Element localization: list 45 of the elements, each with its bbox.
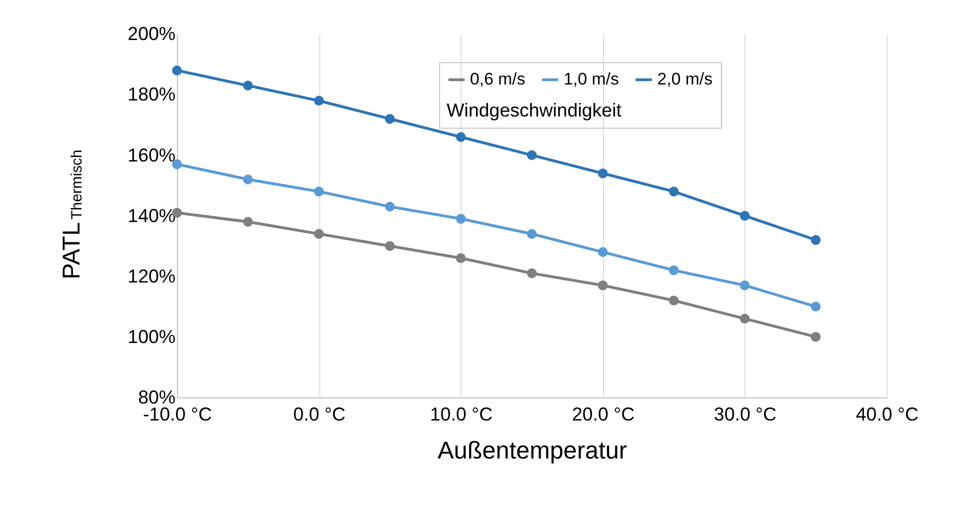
x-axis-title: Außentemperatur xyxy=(438,438,627,465)
point xyxy=(810,235,821,245)
point xyxy=(598,280,608,290)
legend-label: 1,0 m/s xyxy=(564,69,619,88)
x-tick-label: 40.0 °C xyxy=(856,403,918,424)
point xyxy=(243,80,253,90)
y-tick-label: 200% xyxy=(128,23,176,44)
legend-label: 0,6 m/s xyxy=(470,69,526,88)
y-tick-label: 100% xyxy=(128,326,176,347)
x-tick-label: 30.0 °C xyxy=(714,403,777,424)
point xyxy=(740,314,750,324)
point xyxy=(526,268,537,278)
point xyxy=(810,332,821,342)
y-axis-title: PATLThermisch xyxy=(58,150,86,280)
point xyxy=(384,114,395,124)
point xyxy=(456,132,466,142)
point xyxy=(668,265,679,276)
point xyxy=(526,150,537,160)
y-tick-label: 180% xyxy=(128,84,176,105)
legend-title: Windgeschwindigkeit xyxy=(446,100,622,120)
point xyxy=(243,216,253,227)
point xyxy=(314,186,324,196)
point xyxy=(172,66,182,76)
point xyxy=(810,302,821,312)
legend-label: 2,0 m/s xyxy=(657,69,713,88)
x-tick-label: 20.0 °C xyxy=(572,403,635,424)
point xyxy=(668,186,679,196)
point xyxy=(314,96,324,106)
point xyxy=(598,168,608,178)
point xyxy=(526,229,537,239)
point xyxy=(740,280,750,290)
y-tick-label: 120% xyxy=(128,265,176,286)
y-tick-label: 160% xyxy=(128,144,176,166)
x-tick-label: 10.0 °C xyxy=(430,403,493,424)
point xyxy=(243,174,253,184)
point xyxy=(384,241,395,251)
point xyxy=(314,229,324,239)
point xyxy=(740,210,750,221)
point xyxy=(384,202,395,212)
point xyxy=(456,214,466,224)
point xyxy=(598,247,608,257)
point xyxy=(668,296,679,306)
x-tick-label: 0.0 °C xyxy=(293,403,346,424)
y-tick-label: 140% xyxy=(128,204,176,226)
point xyxy=(456,253,466,264)
